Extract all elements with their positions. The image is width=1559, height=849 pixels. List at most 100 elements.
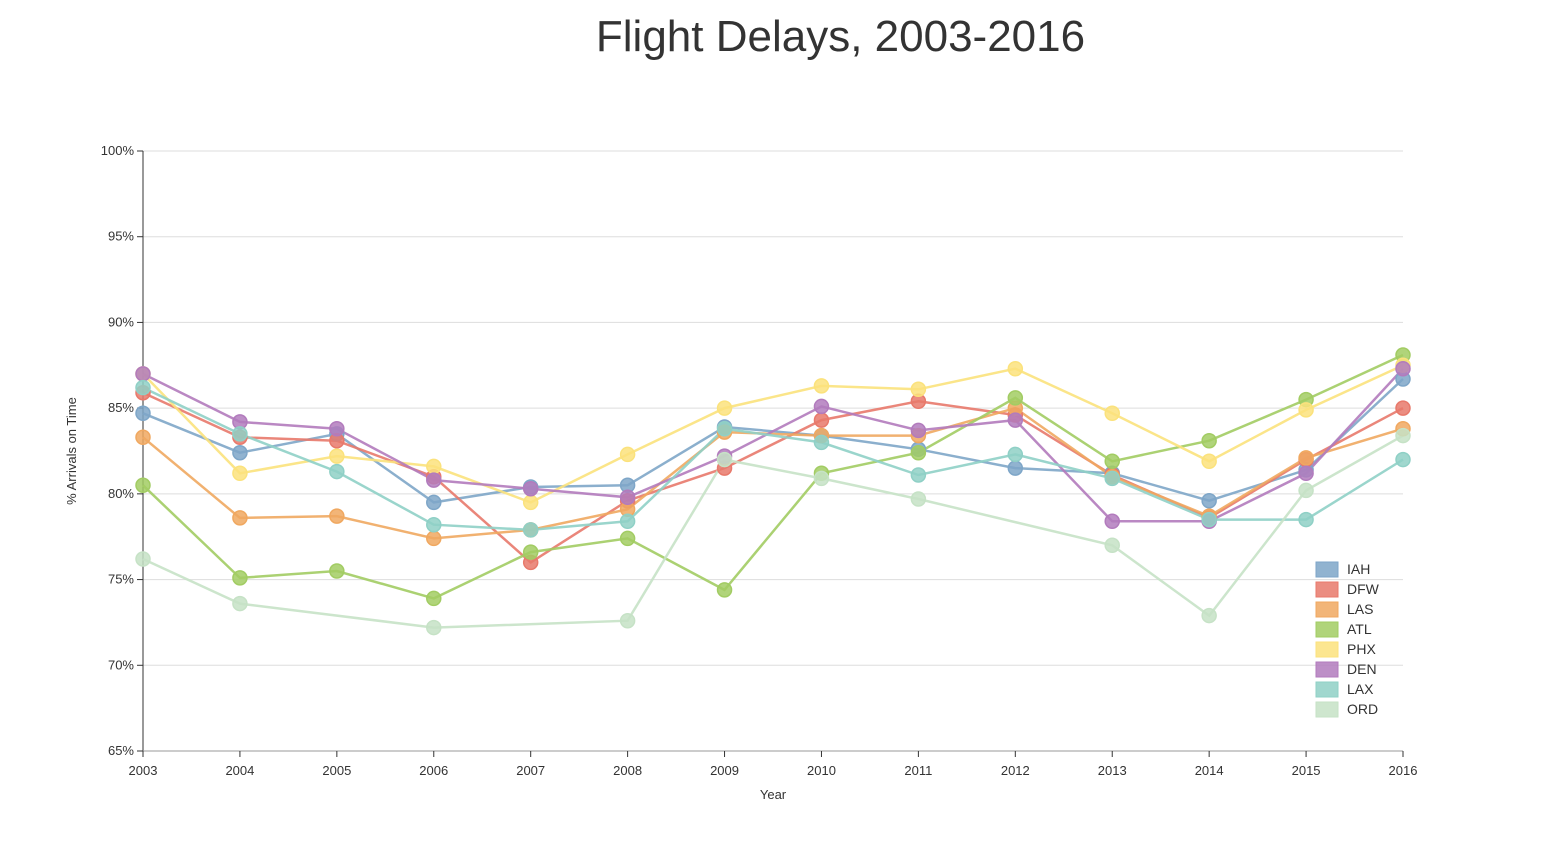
data-point-atl[interactable] [426,590,442,607]
data-point-las[interactable] [135,429,151,446]
data-point-atl[interactable] [1104,453,1120,470]
x-tick-label: 2005 [322,763,351,778]
data-point-den[interactable] [426,472,442,488]
data-point-iah[interactable] [1201,492,1217,509]
data-point-den[interactable] [135,366,151,382]
x-tick-label: 2004 [225,763,254,778]
data-point-atl[interactable] [1007,390,1024,406]
data-point-den[interactable] [522,480,539,497]
data-point-den[interactable] [1104,513,1120,530]
data-point-phx[interactable] [619,446,636,463]
series-points [135,347,1411,636]
data-point-iah[interactable] [426,494,442,511]
data-point-lax[interactable] [135,379,151,396]
data-point-las[interactable] [426,530,442,547]
data-point-las[interactable] [329,508,345,524]
series-line-lax [142,386,1404,532]
y-tick-label: 100% [101,143,135,158]
data-point-lax[interactable] [426,516,442,533]
axes: 65% 70% 75% 80% 85% 90% 95% 100% 2003 2004 2005 200… [101,143,1418,778]
legend-swatch-phx [1315,641,1339,658]
data-point-ord[interactable] [426,619,442,636]
data-point-phx[interactable] [1201,453,1217,470]
data-point-iah[interactable] [135,405,151,422]
x-tick-label: 2013 [1098,763,1127,778]
data-point-lax[interactable] [716,420,733,437]
data-point-atl[interactable] [135,477,151,494]
data-point-phx[interactable] [426,458,442,475]
data-point-atl[interactable] [329,563,345,579]
data-point-den[interactable] [1007,412,1024,428]
data-point-ord[interactable] [1201,607,1217,624]
data-point-phx[interactable] [716,400,733,416]
data-point-ord[interactable] [135,551,151,567]
data-point-den[interactable] [1298,465,1314,482]
series-line-den [142,367,1404,523]
data-point-ord[interactable] [716,451,733,468]
data-point-phx[interactable] [1298,402,1314,418]
data-point-phx[interactable] [522,494,539,511]
legend-swatch-las [1315,601,1339,618]
data-point-ord[interactable] [1104,537,1120,554]
x-tick-label: 2010 [807,763,836,778]
data-point-phx[interactable] [1007,360,1024,377]
x-tick-label: 2016 [1389,763,1418,778]
data-point-ord[interactable] [910,491,927,507]
data-point-ord[interactable] [619,612,636,629]
data-point-den[interactable] [619,489,636,506]
data-point-lax[interactable] [329,463,345,480]
series-line-phx [142,364,1404,504]
data-point-lax[interactable] [1104,470,1120,487]
legend-label-las: LAS [1347,601,1373,617]
data-point-ord[interactable] [813,470,830,487]
x-tick-label: 2007 [516,763,545,778]
data-point-den[interactable] [813,398,830,415]
data-point-phx[interactable] [813,378,830,394]
data-point-iah[interactable] [232,444,248,461]
data-point-den[interactable] [329,420,345,437]
y-tick-label: 65% [108,743,134,758]
data-point-lax[interactable] [522,522,539,538]
data-point-den[interactable] [1395,360,1411,377]
gridlines [143,150,1403,666]
data-point-las[interactable] [1298,450,1314,466]
legend-label-den: DEN [1347,661,1377,677]
data-point-phx[interactable] [232,465,248,482]
data-point-atl[interactable] [1201,432,1217,449]
data-point-lax[interactable] [1395,451,1411,468]
data-point-atl[interactable] [716,582,733,598]
data-point-lax[interactable] [232,426,248,442]
data-point-ord[interactable] [1298,482,1314,499]
legend-label-iah: IAH [1347,561,1370,577]
data-point-den[interactable] [910,422,927,439]
data-point-lax[interactable] [1007,446,1024,463]
data-point-phx[interactable] [910,381,927,398]
data-point-lax[interactable] [1201,511,1217,528]
data-point-lax[interactable] [813,434,830,451]
data-point-ord[interactable] [232,595,248,612]
data-point-atl[interactable] [910,444,927,461]
chart-title: Flight Delays, 2003-2016 [595,12,1086,61]
data-point-atl[interactable] [232,570,248,586]
data-point-las[interactable] [232,510,248,526]
y-axis-label: % Arrivals on Time [64,397,79,505]
data-point-atl[interactable] [522,544,539,560]
legend-label-dfw: DFW [1347,581,1380,597]
data-point-atl[interactable] [619,530,636,547]
x-tick-label: 2006 [419,763,448,778]
data-point-phx[interactable] [1104,405,1120,422]
x-tick-label: 2009 [710,763,739,778]
data-point-dfw[interactable] [1395,400,1411,416]
legend-swatch-atl [1315,621,1339,638]
data-point-iah[interactable] [1007,460,1024,476]
data-point-phx[interactable] [329,448,345,464]
data-point-ord[interactable] [1395,427,1411,444]
data-point-lax[interactable] [1298,511,1314,528]
y-tick-label: 75% [108,572,134,587]
legend-swatch-ord [1315,701,1339,718]
data-point-dfw[interactable] [813,412,830,428]
y-tick-label: 80% [108,486,134,501]
data-point-lax[interactable] [910,467,927,483]
data-point-lax[interactable] [619,513,636,530]
